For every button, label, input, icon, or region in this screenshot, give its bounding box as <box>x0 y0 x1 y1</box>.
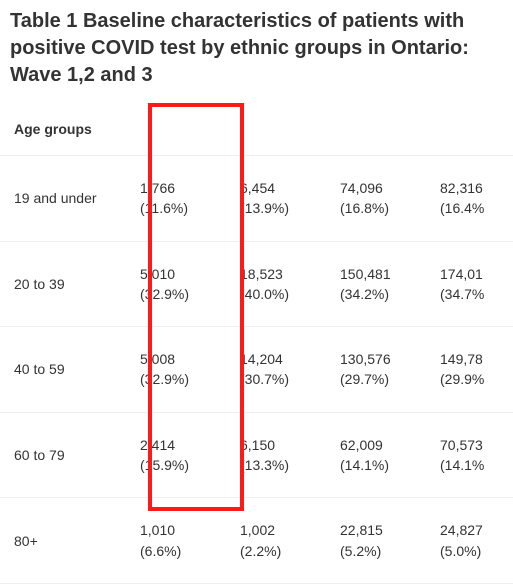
cell-c1: 1,766(11.6%) <box>128 156 228 242</box>
cell-c4: 82,316(16.4% <box>428 156 513 242</box>
row-label: 60 to 79 <box>0 412 128 498</box>
cell-c3: 150,481(34.2%) <box>328 241 428 327</box>
cell-c2: 14,204(30.7%) <box>228 327 328 413</box>
cell-c2: 6,150(13.3%) <box>228 412 328 498</box>
cell-c3: 22,815(5.2%) <box>328 498 428 584</box>
baseline-table: Age groups 19 and under1,766(11.6%)6,454… <box>0 103 513 584</box>
cell-c3: 130,576(29.7%) <box>328 327 428 413</box>
cell-c2: 6,454(13.9%) <box>228 156 328 242</box>
cell-c1: 1,010(6.6%) <box>128 498 228 584</box>
cell-c3: 74,096(16.8%) <box>328 156 428 242</box>
table-body: 19 and under1,766(11.6%)6,454(13.9%)74,0… <box>0 156 513 584</box>
table-caption: Table 1 Baseline characteristics of pati… <box>0 0 513 103</box>
cell-c2: 1,002(2.2%) <box>228 498 328 584</box>
cell-c2: 18,523(40.0%) <box>228 241 328 327</box>
row-label: 19 and under <box>0 156 128 242</box>
col-header-1 <box>128 103 228 156</box>
table-header-row: Age groups <box>0 103 513 156</box>
table-row: 60 to 792,414(15.9%)6,150(13.3%)62,009(1… <box>0 412 513 498</box>
col-header-age-groups: Age groups <box>0 103 128 156</box>
col-header-4 <box>428 103 513 156</box>
cell-c4: 149,78(29.9% <box>428 327 513 413</box>
table-row: 40 to 595,008(32.9%)14,204(30.7%)130,576… <box>0 327 513 413</box>
cell-c4: 174,01(34.7% <box>428 241 513 327</box>
table-row: 80+1,010(6.6%)1,002(2.2%)22,815(5.2%)24,… <box>0 498 513 584</box>
col-header-3 <box>328 103 428 156</box>
cell-c1: 5,008(32.9%) <box>128 327 228 413</box>
cell-c1: 5,010(32.9%) <box>128 241 228 327</box>
cell-c4: 24,827(5.0%) <box>428 498 513 584</box>
cell-c4: 70,573(14.1% <box>428 412 513 498</box>
row-label: 80+ <box>0 498 128 584</box>
row-label: 40 to 59 <box>0 327 128 413</box>
table-wrap: Age groups 19 and under1,766(11.6%)6,454… <box>0 103 513 584</box>
cell-c1: 2,414(15.9%) <box>128 412 228 498</box>
cell-c3: 62,009(14.1%) <box>328 412 428 498</box>
row-label: 20 to 39 <box>0 241 128 327</box>
table-row: 20 to 395,010(32.9%)18,523(40.0%)150,481… <box>0 241 513 327</box>
col-header-2 <box>228 103 328 156</box>
table-row: 19 and under1,766(11.6%)6,454(13.9%)74,0… <box>0 156 513 242</box>
